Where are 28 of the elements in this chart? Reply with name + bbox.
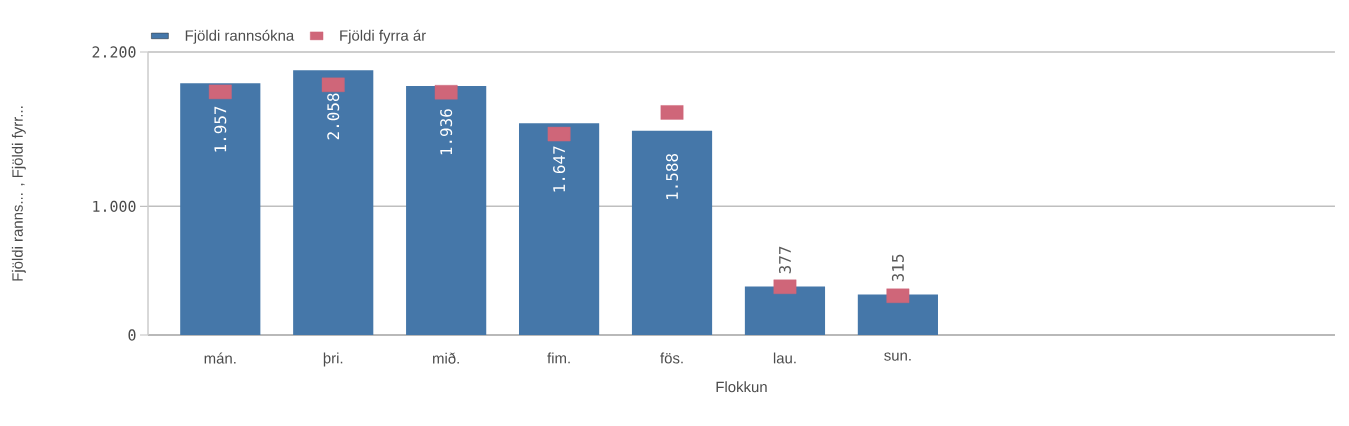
x-tick-label: fim. <box>547 352 570 364</box>
data-label: 315 <box>891 254 904 282</box>
data-label: 1.588 <box>666 153 679 199</box>
bar <box>180 83 261 335</box>
bar <box>631 130 713 335</box>
x-tick-label: fös. <box>660 352 683 364</box>
legend-label: Fjöldi rannsókna <box>185 29 295 44</box>
bar <box>857 294 938 335</box>
data-label: 377 <box>778 246 791 274</box>
x-tick-label: lau. <box>773 352 796 364</box>
x-tick-label: sun. <box>884 352 911 361</box>
y-tick-label: 2.200 <box>92 46 136 58</box>
y-tick-label: 1.000 <box>93 200 136 213</box>
bar <box>744 286 826 335</box>
y-axis-title: Fjöldi ranns... , Fjöldi fyrr... <box>11 106 26 281</box>
x-axis-title: Flokkun <box>716 381 767 393</box>
data-label: 1.936 <box>440 109 453 155</box>
x-tick-label: þri. <box>323 352 343 367</box>
data-label: 2.058 <box>327 93 340 140</box>
bar <box>519 123 600 335</box>
x-tick-label: mið. <box>433 352 459 364</box>
data-label: 1.647 <box>553 146 566 192</box>
x-tick-label: mán. <box>204 352 236 364</box>
bar <box>293 70 374 335</box>
y-tick-label: 0 <box>128 329 136 341</box>
data-label: 1.957 <box>214 106 227 152</box>
bar <box>406 85 487 335</box>
legend-label: Fjöldi fyrra ár <box>340 29 426 44</box>
